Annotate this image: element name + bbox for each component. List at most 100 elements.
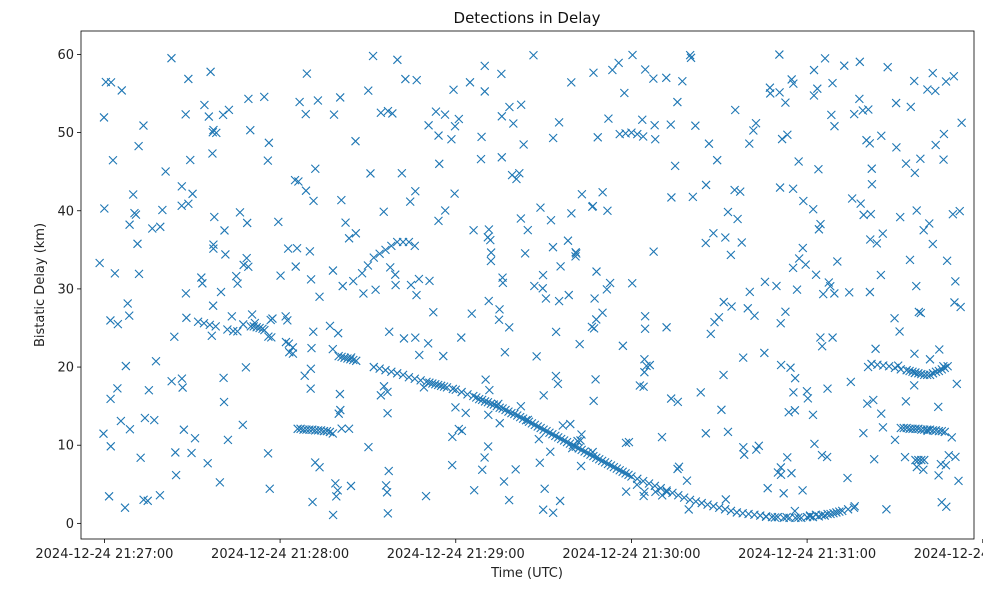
data-point bbox=[648, 74, 658, 84]
data-point bbox=[283, 244, 293, 254]
data-point bbox=[839, 61, 849, 71]
data-point bbox=[447, 134, 456, 144]
data-point bbox=[775, 88, 784, 97]
data-point bbox=[494, 315, 504, 325]
data-point bbox=[745, 287, 755, 297]
data-point bbox=[774, 50, 784, 59]
data-point bbox=[106, 394, 115, 404]
data-point bbox=[140, 413, 150, 423]
data-point bbox=[931, 140, 941, 150]
data-point bbox=[239, 260, 249, 270]
data-point bbox=[223, 325, 232, 334]
data-point bbox=[858, 428, 868, 438]
data-point bbox=[211, 322, 221, 331]
data-point bbox=[781, 98, 790, 108]
data-point bbox=[120, 503, 130, 513]
data-point bbox=[743, 303, 753, 313]
data-point bbox=[788, 263, 798, 273]
data-point bbox=[155, 490, 165, 500]
data-point bbox=[940, 427, 950, 437]
data-point bbox=[343, 354, 352, 363]
data-point bbox=[302, 69, 312, 79]
data-point bbox=[322, 426, 332, 436]
data-point bbox=[516, 401, 526, 411]
data-point bbox=[934, 366, 944, 376]
data-point bbox=[777, 134, 787, 144]
data-point bbox=[556, 261, 565, 271]
data-point bbox=[854, 94, 864, 104]
data-point bbox=[551, 327, 561, 337]
data-point bbox=[223, 435, 233, 445]
data-point bbox=[480, 61, 490, 71]
data-point bbox=[666, 394, 676, 403]
data-point bbox=[244, 94, 253, 104]
data-point bbox=[434, 216, 443, 226]
data-point bbox=[588, 201, 598, 211]
data-point bbox=[639, 367, 649, 377]
data-point bbox=[450, 189, 459, 199]
data-point bbox=[264, 138, 274, 148]
data-point bbox=[684, 505, 694, 514]
y-tick-label: 0 bbox=[66, 517, 74, 532]
data-point bbox=[454, 424, 464, 434]
data-point bbox=[577, 430, 586, 439]
data-point bbox=[117, 86, 127, 95]
data-point bbox=[538, 505, 548, 515]
data-point bbox=[593, 132, 603, 142]
data-point bbox=[876, 270, 886, 280]
data-point bbox=[916, 308, 926, 318]
data-point bbox=[532, 351, 542, 361]
data-point bbox=[712, 155, 722, 165]
data-point bbox=[801, 260, 811, 270]
data-point bbox=[859, 210, 869, 220]
data-point bbox=[548, 242, 558, 252]
data-point bbox=[911, 368, 920, 377]
data-point bbox=[442, 382, 452, 392]
data-point bbox=[721, 495, 731, 504]
data-point bbox=[928, 239, 938, 249]
data-point bbox=[379, 381, 389, 391]
plot-area bbox=[80, 30, 975, 540]
data-point bbox=[438, 351, 448, 361]
data-point bbox=[868, 395, 878, 405]
data-point bbox=[177, 201, 187, 211]
data-point bbox=[404, 372, 414, 382]
data-point bbox=[245, 125, 255, 135]
data-point bbox=[381, 245, 390, 255]
data-point bbox=[436, 381, 446, 391]
data-point bbox=[673, 97, 682, 107]
data-point bbox=[359, 289, 368, 298]
data-point bbox=[656, 483, 666, 493]
data-point bbox=[776, 318, 786, 328]
data-point bbox=[871, 344, 880, 354]
data-point bbox=[419, 382, 429, 392]
data-point bbox=[685, 495, 695, 505]
y-tick-label: 30 bbox=[57, 282, 74, 297]
data-point bbox=[730, 185, 739, 195]
data-point bbox=[334, 351, 344, 361]
data-point bbox=[412, 290, 421, 300]
data-point bbox=[450, 121, 460, 131]
data-point bbox=[241, 363, 251, 372]
data-point bbox=[423, 339, 433, 348]
data-point bbox=[348, 276, 358, 286]
data-point bbox=[495, 418, 505, 428]
data-point bbox=[340, 353, 349, 363]
data-point bbox=[533, 422, 543, 431]
data-point bbox=[847, 194, 857, 203]
data-point bbox=[909, 76, 919, 86]
data-point bbox=[406, 280, 416, 290]
data-point bbox=[668, 488, 677, 498]
data-point bbox=[553, 433, 563, 442]
data-point bbox=[832, 508, 841, 517]
data-point bbox=[644, 479, 654, 488]
data-point bbox=[703, 500, 712, 510]
data-point bbox=[919, 455, 929, 465]
data-point bbox=[704, 139, 714, 149]
data-point bbox=[606, 461, 616, 470]
data-point bbox=[440, 206, 450, 215]
data-point bbox=[759, 348, 769, 358]
data-point bbox=[882, 504, 891, 514]
data-point bbox=[618, 341, 628, 351]
data-point bbox=[673, 490, 683, 500]
